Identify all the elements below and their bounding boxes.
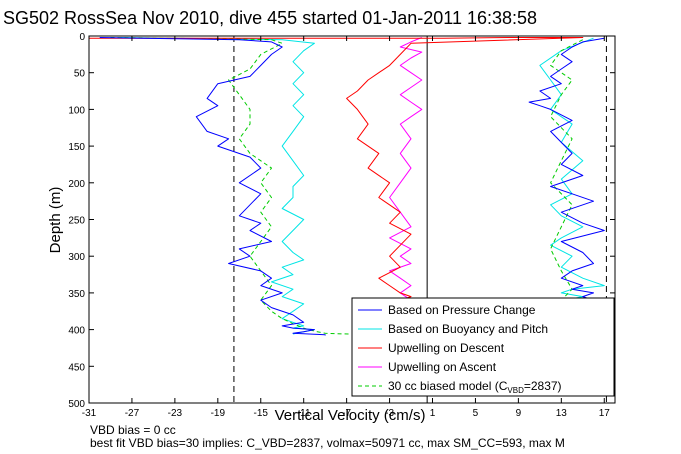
series-line-1-part-2	[528, 37, 605, 301]
x-tick-label: -27	[125, 408, 140, 419]
footer-line-2: best fit VBD bias=30 implies: C_VBD=2837…	[90, 436, 565, 450]
x-tick-label: 17	[599, 408, 611, 419]
x-tick-label: 5	[473, 408, 479, 419]
x-tick-label: 13	[556, 408, 568, 419]
x-axis-label: Vertical Velocity (cm/s)	[275, 407, 426, 424]
footer-line-1: VBD bias = 0 cc	[90, 423, 176, 437]
series-line-4-part-1	[389, 37, 423, 309]
legend-label-subscript: VBD	[507, 386, 524, 395]
series-line-2-part-1	[121, 37, 315, 335]
legend-label: Upwelling on Descent	[388, 341, 505, 355]
y-tick-label: 150	[68, 142, 85, 153]
x-tick-label: -3	[385, 408, 394, 419]
legend: Based on Pressure Change Based on Buoyanc…	[351, 297, 615, 397]
y-tick-label: 350	[68, 289, 85, 300]
legend-label: Based on Buoyancy and Pitch	[388, 322, 548, 336]
series-line-5-part-2	[550, 39, 584, 301]
legend-box	[351, 297, 615, 397]
x-tick-label: -23	[168, 408, 183, 419]
x-tick-label: -19	[211, 408, 226, 419]
x-tick-label: 9	[516, 408, 522, 419]
x-tick-label: -15	[254, 408, 269, 419]
y-tick-label: 250	[68, 216, 85, 227]
y-tick-label: 50	[74, 69, 86, 80]
y-tick-label: 0	[79, 32, 85, 43]
y-tick-label: 300	[68, 252, 85, 263]
chart-title: SG502 RossSea Nov 2010, dive 455 started…	[3, 8, 537, 28]
legend-label: Upwelling on Ascent	[388, 360, 497, 374]
y-tick-label: 100	[68, 105, 85, 116]
y-tick-label: 500	[68, 399, 85, 410]
x-tick-label: 1	[430, 408, 436, 419]
series-line-3-part-1	[89, 37, 584, 311]
y-tick-label: 450	[68, 362, 85, 373]
legend-label: 30 cc biased model (CVBD=2837)	[388, 379, 562, 395]
series-line-1-part-1	[99, 37, 326, 336]
x-tick-label: -31	[82, 408, 97, 419]
y-tick-label: 200	[68, 179, 85, 190]
legend-label-end: =2837)	[524, 379, 562, 393]
y-axis-label: Depth (m)	[47, 187, 64, 254]
x-tick-label: -7	[342, 408, 351, 419]
x-tick-label: -11	[297, 408, 311, 419]
legend-label: Based on Pressure Change	[388, 303, 536, 317]
y-tick-label: 400	[68, 326, 85, 337]
